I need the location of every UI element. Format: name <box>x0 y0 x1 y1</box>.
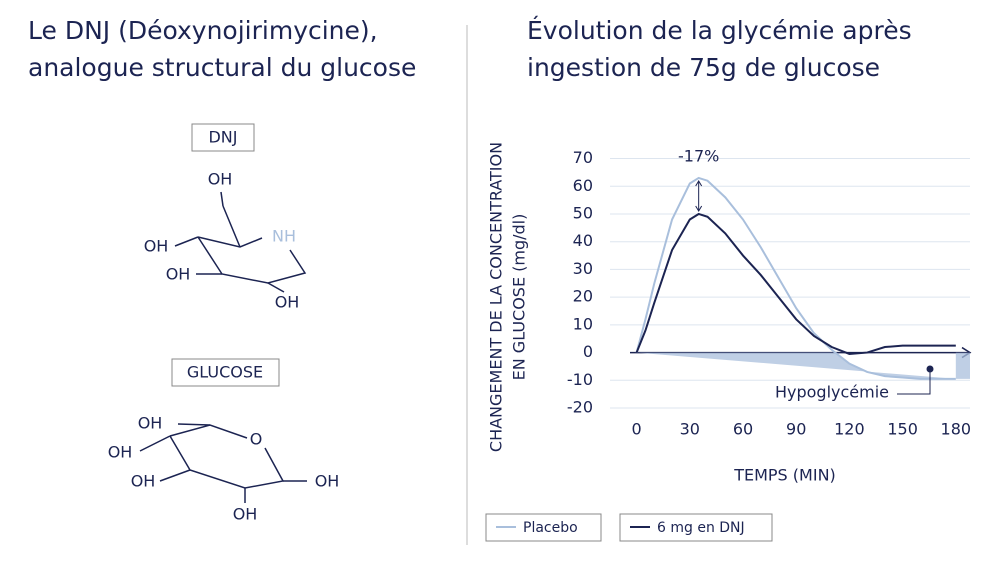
y-tick-label: 70 <box>573 148 593 167</box>
bond <box>197 236 263 248</box>
bond <box>174 236 199 247</box>
bond <box>169 435 285 489</box>
y-tick-label: 20 <box>573 287 593 306</box>
dnj-label: DNJ <box>208 128 237 147</box>
y-tick-label: -20 <box>567 398 593 417</box>
hypo-area <box>636 352 970 379</box>
plot: -20 -10 0 10 20 30 40 50 60 70 0 30 60 90 120 150 180 -17… <box>567 147 972 439</box>
atom: OH <box>275 293 300 312</box>
dnj-box <box>191 123 255 152</box>
y-tick-label: -10 <box>567 370 593 389</box>
x-tick-label: 90 <box>786 420 806 439</box>
bond <box>169 424 248 439</box>
y-tick-label: 40 <box>573 231 593 250</box>
y-axis-label: CHANGEMENT DE LA CONCENTRATION <box>487 142 506 452</box>
x-tick-label: 120 <box>834 420 865 439</box>
y-tick-label: 0 <box>583 342 593 361</box>
y-tick-label: 60 <box>573 176 593 195</box>
x-tick-label: 30 <box>680 420 700 439</box>
legend-label: Placebo <box>523 520 578 536</box>
glucose-box <box>171 358 280 387</box>
legend: Placebo 6 mg en DNJ <box>485 513 773 542</box>
y-tick-label: 30 <box>573 259 593 278</box>
bond <box>177 423 211 426</box>
y-axis-label: EN GLUCOSE (mg/dl) <box>510 214 529 381</box>
left-title: analogue structural du glucose <box>28 53 416 82</box>
legend-label: 6 mg en DNJ <box>657 520 745 536</box>
chart-title: Évolution de la glycémie après <box>527 16 912 45</box>
atom: OH <box>208 170 233 189</box>
atom: OH <box>144 237 169 256</box>
series-line <box>635 176 956 380</box>
series-line <box>635 212 956 355</box>
legend-box <box>485 513 602 542</box>
dnj-molecule: DNJ OH NH OH OH OH <box>144 123 307 312</box>
atom: OH <box>108 443 133 462</box>
bond <box>159 469 191 482</box>
atom: OH <box>233 505 258 524</box>
arrow-head <box>695 179 703 187</box>
annotation-dot <box>926 365 934 373</box>
bond <box>267 282 285 293</box>
x-tick-label: 180 <box>941 420 972 439</box>
x-tick-label: 150 <box>887 420 918 439</box>
glucose-molecule: GLUCOSE OH O OH OH OH OH <box>108 358 340 524</box>
y-tick-label: 50 <box>573 203 593 222</box>
left-title: Le DNJ (Déoxynojirimycine), <box>28 16 378 45</box>
bond <box>220 191 224 207</box>
atom: OH <box>138 414 163 433</box>
annotation: Hypoglycémie <box>775 383 889 402</box>
bond <box>222 205 241 248</box>
atom: O <box>250 430 263 449</box>
x-tick-label: 60 <box>733 420 753 439</box>
x-axis-label: TEMPS (MIN) <box>733 466 836 485</box>
atom: OH <box>166 265 191 284</box>
legend-box <box>619 513 773 542</box>
arrow-head <box>695 205 703 212</box>
atom: OH <box>131 472 156 491</box>
atom: NH <box>272 227 296 246</box>
chart-title: ingestion de 75g de glucose <box>527 53 880 82</box>
annotation: -17% <box>678 147 719 166</box>
bond <box>139 435 171 452</box>
annotation-leader <box>897 370 931 395</box>
atom: OH <box>315 472 340 491</box>
glucose-label: GLUCOSE <box>187 363 263 382</box>
x-tick-label: 0 <box>632 420 642 439</box>
y-tick-label: 10 <box>573 314 593 333</box>
